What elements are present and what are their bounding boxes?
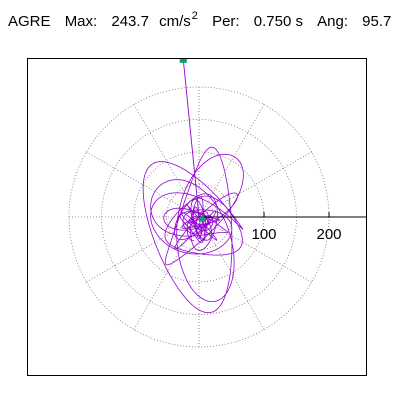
grid-spoke [198,151,312,218]
max-unit-exponent: 2 [191,10,198,22]
grid-spoke [133,104,200,218]
plot-header: AGRE Max: 243.7 cm/s2 Per: 0.750 s Ang: … [8,10,400,30]
polar-chart: 100 200 [68,59,366,348]
peak-marker [179,59,187,63]
radial-tick-labels: 100 200 [251,212,342,243]
peak-ray [182,59,200,218]
ang-value: 95.7 [362,13,392,30]
max-label: Max: [64,13,98,30]
max-value: 243.7 [111,13,149,30]
station-code: AGRE [8,13,51,30]
per-label: Per: [212,13,240,30]
max-unit-text: cm/s [159,13,191,30]
polar-plot-frame: 100 200 [27,58,367,376]
r-tick-label: 200 [316,226,341,243]
grid-spoke [86,216,200,283]
per-value: 0.750 s [253,13,303,30]
origin-marker [199,216,205,222]
max-unit: cm/s2 [159,10,198,30]
peak-markers [179,59,205,222]
r-tick-label: 100 [251,226,276,243]
grid-spoke [198,216,265,330]
ang-label: Ang: [317,13,348,30]
grid-spoke [198,104,265,218]
grid-spoke [198,216,312,283]
orbit-trace [142,59,244,314]
